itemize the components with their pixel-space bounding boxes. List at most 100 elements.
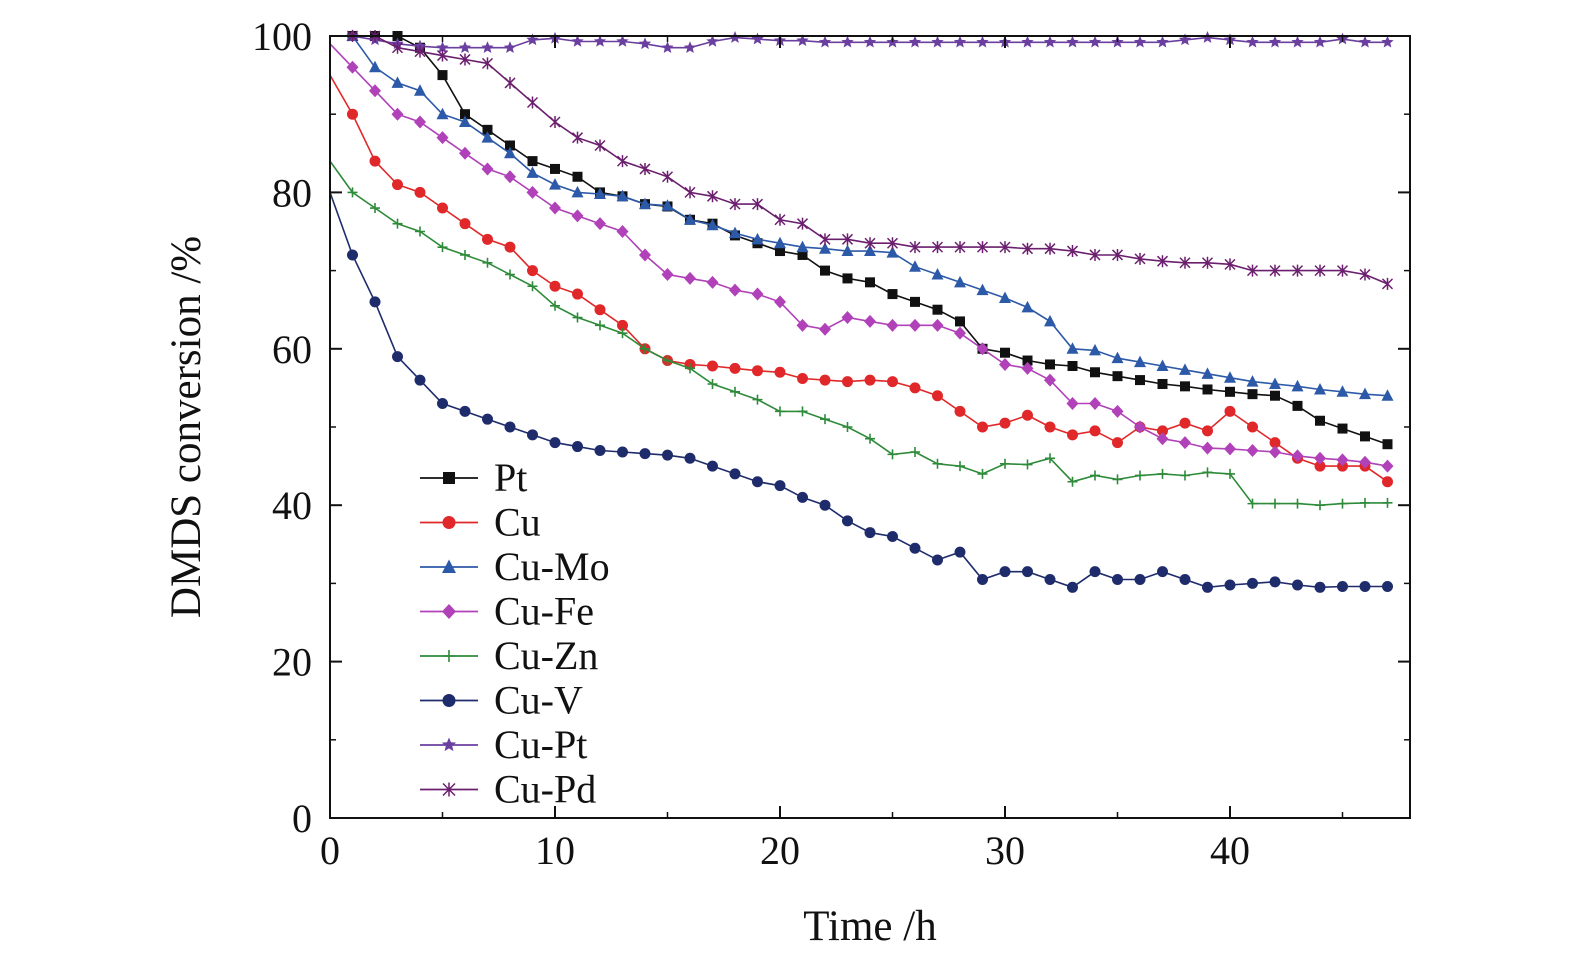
data-point-pt — [797, 249, 808, 260]
data-point-cu-fe — [414, 115, 426, 129]
data-point-cu-zn — [707, 378, 718, 389]
data-point-cu — [842, 376, 853, 388]
data-point-cu — [1157, 425, 1168, 437]
x-tick-label: 0 — [320, 828, 340, 873]
legend-label-cu: Cu — [494, 500, 541, 545]
data-point-cu — [392, 179, 403, 191]
data-point-pt — [460, 109, 470, 120]
data-point-cu-fe — [1044, 373, 1056, 387]
data-point-cu — [1022, 409, 1033, 421]
data-point-cu-zn — [1067, 476, 1078, 487]
data-point-cu-pd — [594, 139, 606, 152]
data-point-cu — [887, 376, 898, 388]
data-point-cu-v — [999, 566, 1011, 578]
series-cu-v — [329, 192, 1393, 593]
data-point-pt — [932, 304, 943, 315]
data-point-cu-mo — [1134, 355, 1146, 368]
data-point-pt — [1292, 400, 1303, 411]
data-point-cu-fe — [909, 318, 921, 332]
data-point-cu-v — [932, 554, 943, 566]
data-point-cu-pt — [1088, 35, 1102, 48]
legend-item-pt: Pt — [420, 455, 527, 500]
data-point-cu-pt — [1178, 33, 1192, 46]
series-cu-zn — [329, 160, 1393, 511]
data-point-cu-v — [459, 405, 471, 417]
data-point-cu-fe — [706, 275, 719, 289]
legend-item-cu-pd: Cu-Pd — [420, 767, 596, 812]
data-point-cu-mo — [1089, 343, 1101, 356]
data-point-cu-zn — [1090, 470, 1100, 481]
y-tick-label: 100 — [252, 14, 312, 59]
data-point-cu — [1044, 421, 1056, 433]
data-point-cu-pd — [931, 241, 944, 254]
data-point-cu-v — [1134, 573, 1146, 585]
data-point-cu-pd — [1179, 256, 1191, 269]
data-point-cu-v — [1382, 581, 1393, 593]
data-point-cu-mo — [1179, 363, 1191, 375]
series-cu-pt — [330, 29, 1394, 53]
data-point-cu-fe — [1359, 455, 1371, 469]
data-point-cu — [752, 365, 763, 377]
data-point-cu-v — [504, 421, 516, 433]
data-point-cu-fe — [954, 326, 966, 340]
data-point-cu-pt — [1381, 35, 1394, 48]
data-point-cu — [954, 405, 966, 417]
data-point-cu-pd — [886, 237, 899, 250]
data-point-cu-fe — [1179, 436, 1191, 450]
data-point-cu-zn — [1202, 467, 1213, 478]
data-point-cu-mo — [886, 246, 899, 258]
data-point-cu-fe — [1089, 397, 1101, 411]
data-point-cu-mo — [819, 242, 831, 254]
data-point-cu — [1179, 417, 1191, 429]
data-point-cu-zn — [1180, 470, 1190, 481]
data-point-cu — [594, 304, 606, 316]
data-point-cu-v — [887, 530, 898, 542]
data-point-pt — [955, 316, 965, 327]
data-point-cu-pd — [1156, 255, 1169, 268]
data-point-cu — [1314, 460, 1326, 472]
data-point-cu-mo — [1269, 377, 1281, 389]
data-point-cu-mo — [391, 76, 404, 88]
data-point-cu-mo — [1291, 379, 1304, 392]
data-point-cu-fe — [1314, 451, 1326, 465]
data-point-pt — [887, 289, 898, 300]
legend-marker-cu-v — [442, 694, 456, 707]
legend-marker-cu-zn — [443, 650, 455, 662]
data-point-cu-pt — [661, 41, 674, 53]
data-point-pt — [1067, 361, 1078, 372]
data-point-cu-pt — [953, 35, 967, 48]
data-point-cu-mo — [684, 213, 696, 225]
data-point-cu-pt — [526, 33, 539, 46]
series-cu — [329, 74, 1393, 488]
data-point-cu-fe — [774, 295, 786, 309]
data-point-cu-zn — [685, 363, 695, 374]
data-point-cu-pd — [391, 41, 404, 54]
data-point-cu — [572, 288, 583, 300]
data-point-pt — [1337, 423, 1348, 434]
data-point-cu-mo — [1224, 371, 1236, 383]
data-point-cu-pd — [751, 198, 764, 211]
data-point-cu-fe — [819, 322, 831, 336]
data-point-cu-zn — [392, 218, 403, 229]
data-point-cu-pd — [1314, 264, 1326, 277]
data-point-cu-zn — [1270, 498, 1280, 509]
data-point-cu-pd — [976, 241, 989, 254]
data-point-cu — [1247, 421, 1258, 433]
data-point-cu-v — [594, 444, 606, 456]
data-point-cu-pd — [1089, 248, 1101, 261]
data-point-cu-v — [1224, 579, 1236, 591]
data-point-cu-mo — [909, 260, 921, 272]
data-point-cu-mo — [999, 291, 1011, 303]
y-tick-label: 80 — [272, 170, 312, 215]
data-point-cu-pd — [661, 170, 674, 183]
data-point-cu-zn — [1247, 498, 1258, 509]
data-point-cu-zn — [617, 328, 628, 339]
data-point-cu-v — [347, 249, 358, 261]
data-point-cu-pd — [684, 186, 696, 199]
data-point-cu-zn — [662, 355, 673, 366]
data-point-cu-pd — [954, 241, 966, 254]
data-point-cu-v — [617, 446, 628, 458]
data-point-cu-mo — [369, 60, 381, 73]
data-point-pt — [1180, 381, 1190, 392]
legend-marker-cu-pt — [441, 737, 457, 752]
